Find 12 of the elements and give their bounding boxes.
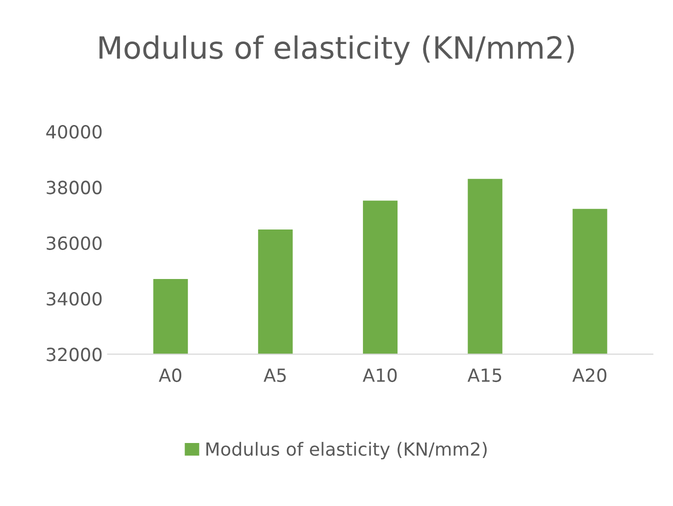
x-tick-label: A15	[468, 368, 502, 382]
x-tick-label: A20	[572, 368, 606, 382]
x-tick-label: A10	[362, 368, 397, 382]
x-tick-label: A0	[158, 368, 182, 382]
y-tick-label: 32000	[46, 348, 102, 362]
x-tick-label: A5	[264, 368, 286, 382]
y-tick-label: 36000	[46, 236, 102, 250]
y-tick-label: 34000	[46, 292, 102, 306]
chart-title: Modulus of elasticity (KN/mm2)	[100, 35, 574, 65]
legend-label: Modulus of elasticity (KN/mm2)	[206, 442, 487, 460]
y-tick-label: 40000	[46, 125, 102, 139]
y-tick-label: 38000	[46, 180, 102, 194]
